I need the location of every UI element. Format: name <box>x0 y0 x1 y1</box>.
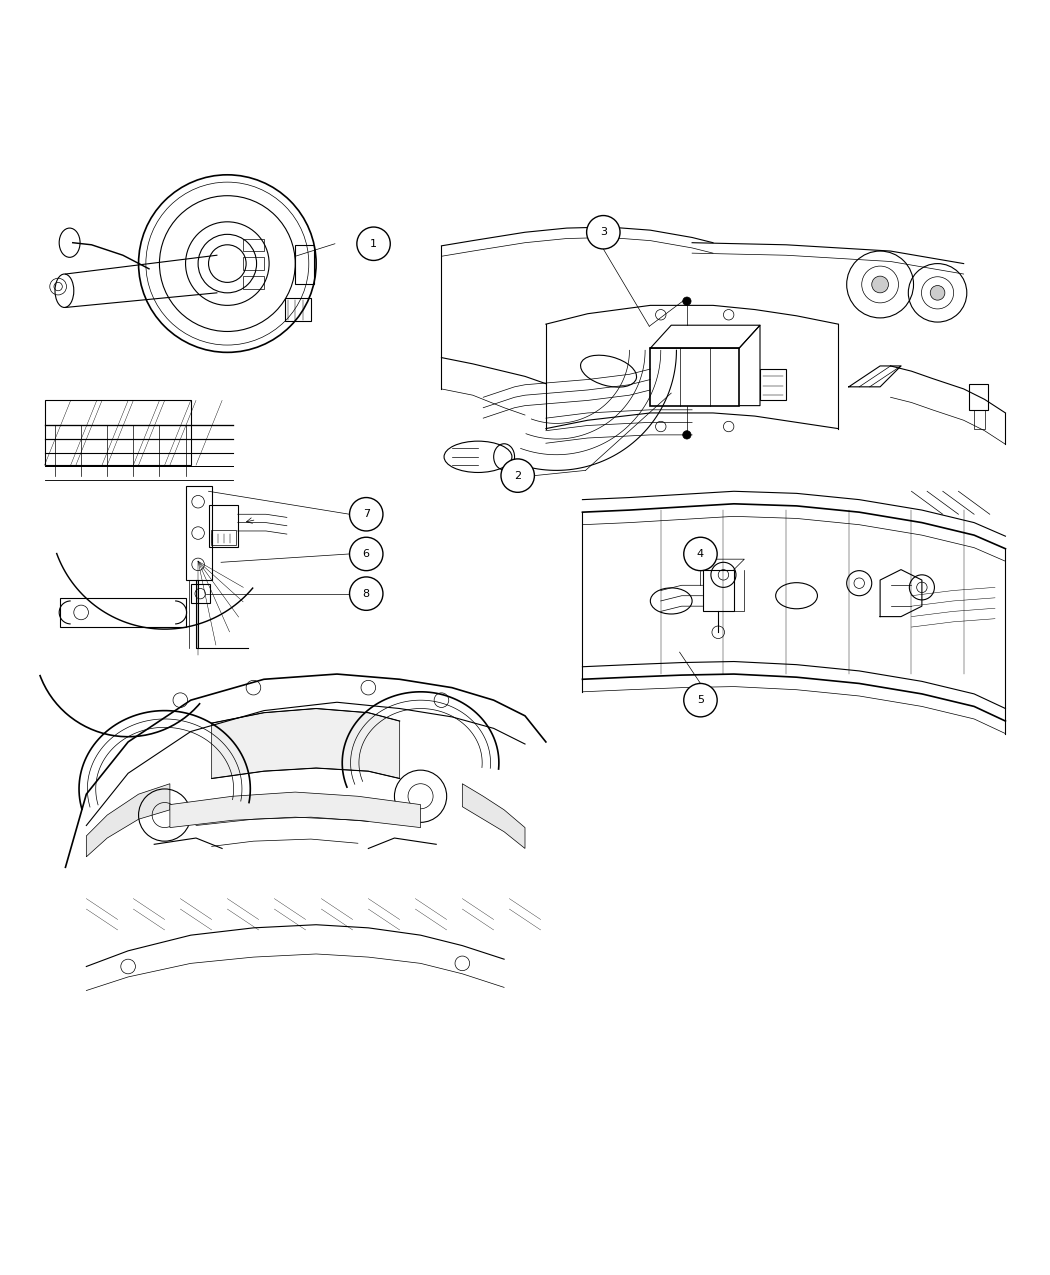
Circle shape <box>684 537 717 571</box>
Polygon shape <box>86 784 170 857</box>
Circle shape <box>357 227 391 260</box>
Circle shape <box>655 310 666 320</box>
Circle shape <box>723 421 734 432</box>
Text: 1: 1 <box>370 238 377 249</box>
Text: 4: 4 <box>697 550 705 558</box>
Circle shape <box>872 277 888 293</box>
Bar <box>285 298 311 321</box>
Text: 6: 6 <box>362 550 370 558</box>
Circle shape <box>587 215 621 249</box>
Bar <box>650 348 739 405</box>
Circle shape <box>684 683 717 717</box>
Text: 5: 5 <box>697 695 704 705</box>
Bar <box>243 238 264 251</box>
Text: 8: 8 <box>362 589 370 599</box>
Bar <box>702 570 734 612</box>
Bar <box>44 400 191 465</box>
Bar <box>186 486 212 580</box>
Polygon shape <box>170 792 421 827</box>
Bar <box>209 505 237 547</box>
Bar <box>295 245 314 284</box>
Circle shape <box>723 310 734 320</box>
Text: 7: 7 <box>362 509 370 519</box>
Bar <box>969 384 988 409</box>
Bar <box>243 277 264 288</box>
Circle shape <box>655 421 666 432</box>
Bar <box>191 584 210 603</box>
Polygon shape <box>212 709 400 779</box>
Circle shape <box>930 286 945 300</box>
Bar <box>760 368 786 400</box>
Bar <box>974 409 985 428</box>
Circle shape <box>682 431 691 439</box>
Polygon shape <box>462 784 525 848</box>
Bar <box>60 598 186 627</box>
Text: 2: 2 <box>514 470 521 481</box>
Circle shape <box>682 297 691 306</box>
Text: 3: 3 <box>600 227 607 237</box>
Bar <box>243 258 264 270</box>
Circle shape <box>350 537 383 571</box>
Bar <box>211 530 235 544</box>
Circle shape <box>350 576 383 611</box>
Circle shape <box>501 459 534 492</box>
Circle shape <box>350 497 383 530</box>
